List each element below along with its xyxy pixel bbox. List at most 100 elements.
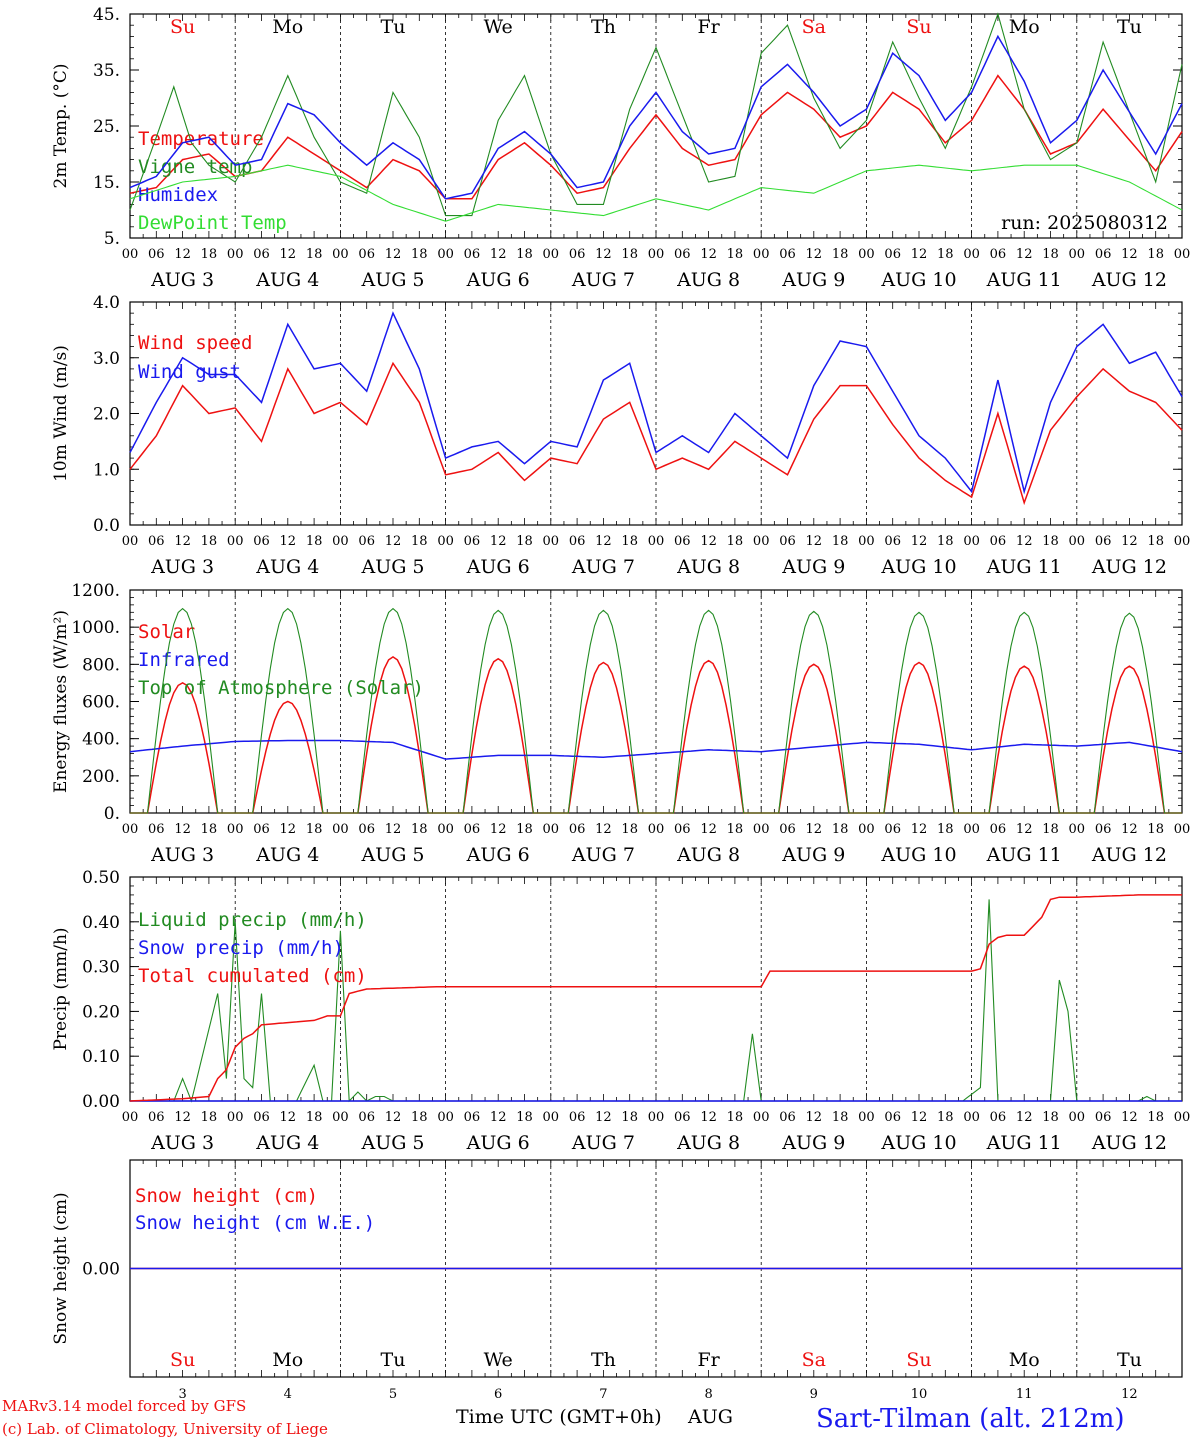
date-label: AUG 6	[466, 844, 530, 866]
hour-label: 00	[543, 822, 560, 837]
y-tick-label: 25.	[93, 117, 120, 137]
y-tick-label: 4.0	[93, 293, 120, 313]
hour-label: 06	[674, 534, 691, 549]
hour-label: 12	[280, 247, 297, 262]
weekday-label: Fr	[697, 1349, 720, 1371]
series-line-lightgreen	[129, 164, 1183, 222]
hour-label: 06	[779, 534, 796, 549]
series-line-blue	[129, 34, 1183, 200]
hour-label: 18	[411, 534, 428, 549]
weekday-label: Mo	[1009, 1349, 1040, 1371]
date-label: AUG 9	[781, 1132, 845, 1154]
hour-label: 12	[700, 822, 717, 837]
hour-label: 12	[385, 1110, 402, 1125]
hour-label: 12	[490, 534, 507, 549]
hour-label: 12	[911, 534, 928, 549]
legend-entry: Humidex	[138, 184, 218, 206]
hour-label: 00	[753, 822, 770, 837]
date-label: AUG 12	[1091, 1132, 1167, 1154]
hour-label: 18	[201, 247, 218, 262]
day-number-label: 10	[911, 1387, 928, 1402]
weekday-label: Su	[906, 1349, 931, 1371]
legend-entry: Wind gust	[138, 361, 241, 383]
date-label: AUG 11	[986, 1132, 1062, 1154]
date-label: AUG 12	[1091, 556, 1167, 578]
date-label: AUG 7	[571, 1132, 635, 1154]
legend-entry: Liquid precip (mm/h)	[138, 909, 367, 931]
hour-label: 18	[937, 534, 954, 549]
hour-label: 12	[1016, 534, 1033, 549]
hour-label: 00	[858, 1110, 875, 1125]
date-label: AUG 8	[676, 844, 740, 866]
hour-label: 06	[990, 534, 1007, 549]
weekday-label: Mo	[272, 1349, 303, 1371]
date-label: AUG 9	[781, 269, 845, 291]
hour-label: 18	[727, 1110, 744, 1125]
hour-label: 12	[385, 247, 402, 262]
date-label: AUG 4	[255, 844, 319, 866]
y-tick-label: 800.	[82, 655, 120, 675]
hour-label: 00	[122, 534, 139, 549]
hour-label: 18	[727, 247, 744, 262]
hour-label: 06	[569, 1110, 586, 1125]
date-label: AUG 3	[150, 556, 214, 578]
y-axis-label: 10m Wind (m/s)	[51, 345, 71, 482]
hour-label: 00	[543, 1110, 560, 1125]
hour-label: 00	[1069, 822, 1086, 837]
hour-label: 06	[148, 534, 165, 549]
hour-label: 12	[595, 1110, 612, 1125]
hour-label: 18	[306, 247, 323, 262]
date-label: AUG 6	[466, 556, 530, 578]
day-number-label: 11	[1016, 1387, 1033, 1402]
hour-label: 06	[884, 1110, 901, 1125]
hour-label: 12	[1121, 822, 1138, 837]
date-label: AUG 10	[880, 556, 956, 578]
date-label: AUG 6	[466, 1132, 530, 1154]
hour-label: 06	[464, 247, 481, 262]
date-label: AUG 11	[986, 269, 1062, 291]
hour-label: 18	[1042, 822, 1059, 837]
hour-label: 12	[490, 1110, 507, 1125]
date-label: AUG 4	[255, 556, 319, 578]
hour-label: 12	[700, 247, 717, 262]
hour-label: 06	[884, 822, 901, 837]
hour-label: 00	[437, 247, 454, 262]
hour-label: 06	[358, 822, 375, 837]
legend-entry: Snow precip (mm/h)	[138, 937, 344, 959]
hour-label: 12	[385, 822, 402, 837]
hour-label: 12	[1016, 822, 1033, 837]
hour-label: 12	[595, 534, 612, 549]
y-tick-label: 2.0	[93, 405, 120, 425]
y-tick-label: 0.10	[82, 1047, 120, 1067]
day-number-label: 6	[494, 1387, 502, 1402]
date-label: AUG 4	[255, 269, 319, 291]
legend-entry: Total cumulated (cm)	[138, 965, 367, 987]
hour-label: 06	[990, 247, 1007, 262]
hour-label: 06	[358, 534, 375, 549]
model-credit: MARv3.14 model forced by GFS	[2, 1397, 246, 1415]
series-line-green	[129, 12, 1183, 217]
date-label: AUG 5	[360, 1132, 424, 1154]
hour-label: 00	[753, 1110, 770, 1125]
hour-label: 00	[1174, 822, 1191, 837]
hour-label: 18	[832, 247, 849, 262]
hour-label: 12	[280, 534, 297, 549]
hour-label: 00	[1174, 247, 1191, 262]
hour-label: 06	[779, 1110, 796, 1125]
hour-label: 00	[858, 534, 875, 549]
hour-label: 18	[516, 534, 533, 549]
hour-label: 00	[648, 822, 665, 837]
hour-label: 12	[806, 1110, 823, 1125]
day-number-label: 5	[389, 1387, 397, 1402]
hour-label: 00	[332, 247, 349, 262]
date-label: AUG 10	[880, 844, 956, 866]
hour-label: 12	[1016, 247, 1033, 262]
hour-label: 00	[648, 1110, 665, 1125]
date-label: AUG 3	[150, 1132, 214, 1154]
hour-label: 00	[648, 534, 665, 549]
hour-label: 18	[621, 822, 638, 837]
lab-credit: (c) Lab. of Climatology, University of L…	[2, 1420, 328, 1438]
date-label: AUG 5	[360, 269, 424, 291]
hour-label: 18	[516, 822, 533, 837]
weekday-label: We	[484, 1349, 513, 1371]
